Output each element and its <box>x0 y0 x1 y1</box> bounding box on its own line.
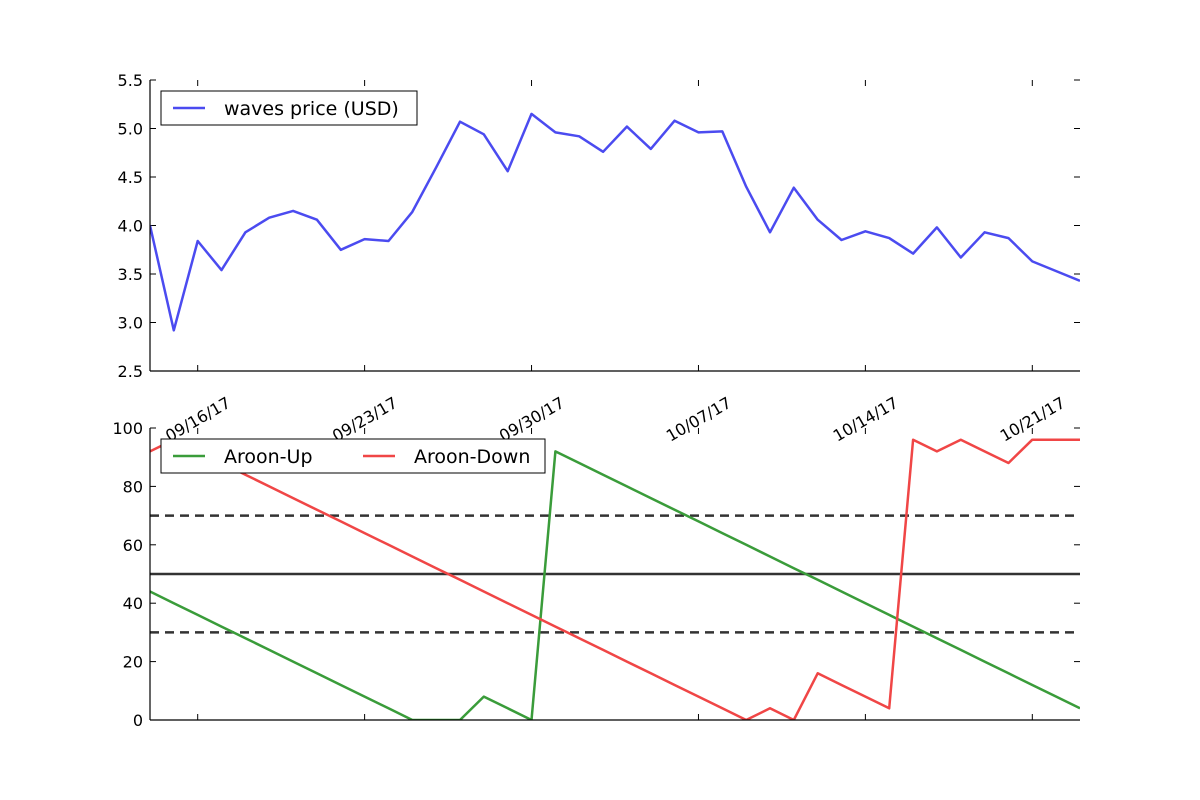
y-tick-label: 3.0 <box>118 314 143 333</box>
y-tick-label: 40 <box>123 594 143 613</box>
y-tick-label: 80 <box>123 477 143 496</box>
y-tick-label: 4.0 <box>118 217 143 236</box>
series-line-waves-price-usd <box>150 112 1080 332</box>
y-tick-label: 0 <box>133 711 143 730</box>
y-tick-label: 2.5 <box>118 362 143 381</box>
y-tick-label: 60 <box>123 536 143 555</box>
legend-label: Aroon-Down <box>414 446 530 468</box>
legend-label: Aroon-Up <box>224 446 313 468</box>
series-line-aroon-down <box>150 438 1080 720</box>
y-tick-label: 5.0 <box>118 120 143 139</box>
aroon-panel: 0 20 40 60 80 100 Aroon-Up Aroon-Down <box>112 419 1080 730</box>
series-line-aroon-up <box>150 450 1080 720</box>
legend-box <box>160 438 546 474</box>
y-tick-label: 20 <box>123 653 143 672</box>
y-tick-label: 5.5 <box>118 71 143 90</box>
y-tick-label: 3.5 <box>118 265 143 284</box>
legend-box <box>160 90 418 126</box>
legend: Aroon-Up Aroon-Down <box>160 438 546 474</box>
y-tick-label: 100 <box>112 419 143 438</box>
legend-label: waves price (USD) <box>224 98 399 120</box>
y-tick-label: 4.5 <box>118 168 143 187</box>
legend: waves price (USD) <box>160 90 418 126</box>
